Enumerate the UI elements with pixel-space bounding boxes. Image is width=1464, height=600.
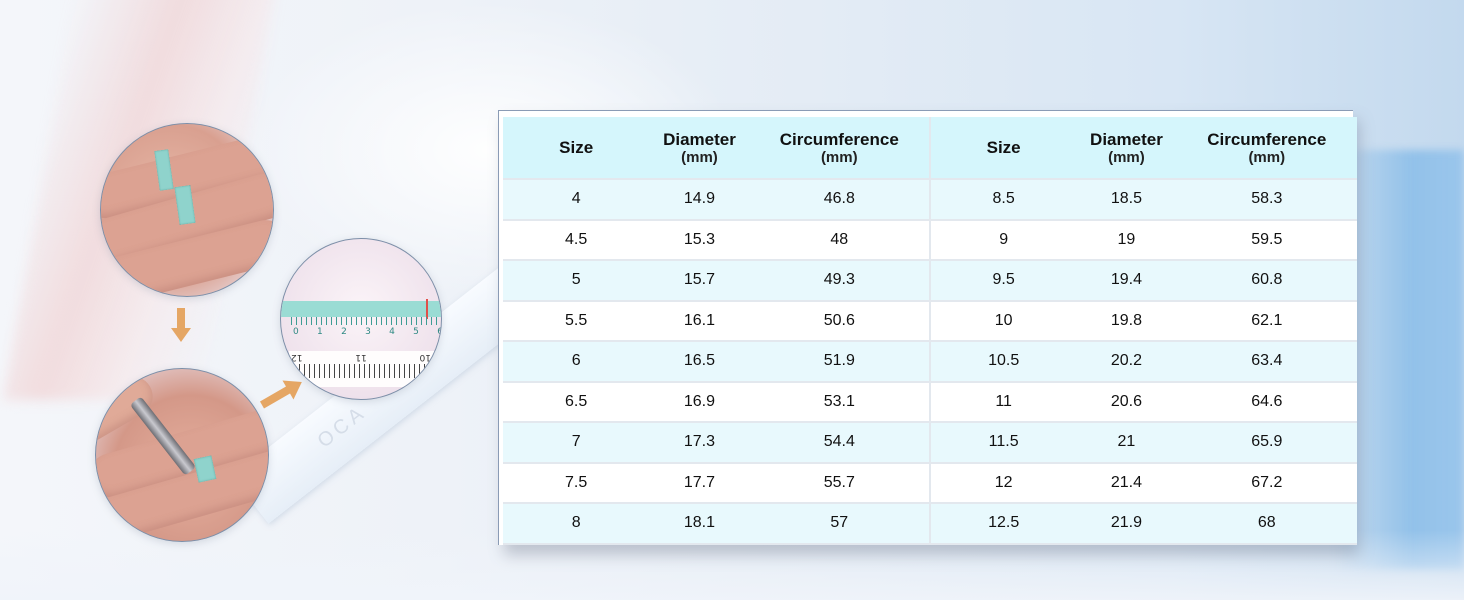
cell-diameter: 15.3 [649, 219, 750, 261]
pen-mark [426, 299, 428, 319]
cell-circumference: 48 [749, 219, 930, 261]
ring-size-table: Size Diameter (mm) Circumference (mm) Size… [503, 117, 1357, 545]
table-row: 5 15.7 49.3 9.5 19.4 60.8 [503, 260, 1357, 302]
cell-circumference: 64.6 [1176, 381, 1357, 423]
cell-diameter: 17.3 [649, 422, 750, 464]
cell-diameter: 16.9 [649, 381, 750, 423]
cell-diameter: 19 [1076, 219, 1177, 261]
cell-circumference: 51.9 [749, 341, 930, 383]
column-header-circumference: Circumference (mm) [749, 117, 930, 180]
table-row: 6 16.5 51.9 10.5 20.2 63.4 [503, 341, 1357, 383]
cell-size: 9 [928, 219, 1077, 261]
table-row: 7 17.3 54.4 11.5 21 65.9 [503, 422, 1357, 464]
cell-diameter: 21 [1076, 422, 1177, 464]
cell-diameter: 14.9 [649, 179, 750, 221]
cell-diameter: 17.7 [649, 462, 750, 504]
arrow-down-icon [171, 308, 191, 342]
column-header-diameter: Diameter (mm) [649, 117, 750, 180]
cell-size: 5 [503, 260, 650, 302]
cell-diameter: 19.4 [1076, 260, 1177, 302]
table-row: 7.5 17.7 55.7 12 21.4 67.2 [503, 462, 1357, 504]
step-2-mark-with-pen-image [95, 368, 269, 542]
cell-size: 11 [928, 381, 1077, 423]
cell-size: 7 [503, 422, 650, 464]
cell-circumference: 63.4 [1176, 341, 1357, 383]
cell-circumference: 60.8 [1176, 260, 1357, 302]
cell-diameter: 19.8 [1076, 300, 1177, 342]
cell-diameter: 20.6 [1076, 381, 1177, 423]
cell-size: 11.5 [928, 422, 1077, 464]
cell-size: 9.5 [928, 260, 1077, 302]
cell-size: 7.5 [503, 462, 650, 504]
ruler-ticks [289, 364, 439, 378]
cell-size: 12 [928, 462, 1077, 504]
cell-diameter: 21.9 [1076, 503, 1177, 545]
cell-size: 6 [503, 341, 650, 383]
cell-diameter: 20.2 [1076, 341, 1177, 383]
cell-circumference: 57 [749, 503, 930, 545]
ruler-ticks [291, 317, 441, 325]
cell-circumference: 68 [1176, 503, 1357, 545]
cell-circumference: 58.3 [1176, 179, 1357, 221]
ruler-numbers: 0 1 2 3 4 5 6 [293, 327, 441, 337]
cell-size: 12.5 [928, 503, 1077, 545]
cell-diameter: 15.7 [649, 260, 750, 302]
cell-size: 8.5 [928, 179, 1077, 221]
column-header-circumference: Circumference (mm) [1176, 117, 1357, 180]
cell-size: 6.5 [503, 381, 650, 423]
table-row: 8 18.1 57 12.5 21.9 68 [503, 503, 1357, 545]
cell-diameter: 18.1 [649, 503, 750, 545]
cell-size: 8 [503, 503, 650, 545]
table-row: 4 14.9 46.8 8.5 18.5 58.3 [503, 179, 1357, 221]
cell-circumference: 55.7 [749, 462, 930, 504]
cell-diameter: 18.5 [1076, 179, 1177, 221]
column-header-size: Size [928, 117, 1077, 180]
ruler-numbers-inverted: 10 11 12 [291, 352, 431, 362]
cell-circumference: 53.1 [749, 381, 930, 423]
cell-circumference: 54.4 [749, 422, 930, 464]
cell-circumference: 67.2 [1176, 462, 1357, 504]
column-header-diameter: Diameter (mm) [1076, 117, 1177, 180]
cell-diameter: 21.4 [1076, 462, 1177, 504]
ring-size-chart: Size Diameter (mm) Circumference (mm) Size… [498, 110, 1357, 545]
cell-circumference: 59.5 [1176, 219, 1357, 261]
table-header-row: Size Diameter (mm) Circumference (mm) Size… [503, 117, 1357, 180]
cell-circumference: 46.8 [749, 179, 930, 221]
cell-circumference: 65.9 [1176, 422, 1357, 464]
cell-circumference: 62.1 [1176, 300, 1357, 342]
cell-diameter: 16.1 [649, 300, 750, 342]
step-3-measure-ruler-image: 0 1 2 3 4 5 6 10 11 12 [280, 238, 442, 400]
cell-size: 4.5 [503, 219, 650, 261]
cell-diameter: 16.5 [649, 341, 750, 383]
table-row: 5.5 16.1 50.6 10 19.8 62.1 [503, 300, 1357, 342]
table-row: 6.5 16.9 53.1 11 20.6 64.6 [503, 381, 1357, 423]
cell-size: 4 [503, 179, 650, 221]
cell-circumference: 49.3 [749, 260, 930, 302]
cell-circumference: 50.6 [749, 300, 930, 342]
table-row: 4.5 15.3 48 9 19 59.5 [503, 219, 1357, 261]
cell-size: 10.5 [928, 341, 1077, 383]
cell-size: 5.5 [503, 300, 650, 342]
step-1-wrap-strip-image [100, 123, 274, 297]
column-header-size: Size [503, 117, 650, 180]
cell-size: 10 [928, 300, 1077, 342]
paper-strip-icon [281, 301, 441, 317]
